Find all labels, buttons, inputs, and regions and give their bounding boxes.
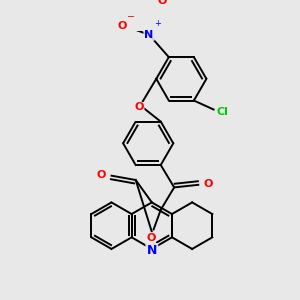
- Text: −: −: [127, 12, 135, 22]
- Text: N: N: [145, 30, 154, 40]
- Text: O: O: [146, 232, 156, 242]
- Text: O: O: [158, 0, 167, 6]
- Text: O: O: [97, 169, 106, 180]
- Text: N: N: [147, 244, 157, 257]
- Text: +: +: [154, 20, 161, 28]
- Text: O: O: [118, 21, 127, 31]
- Text: O: O: [135, 103, 144, 112]
- Text: O: O: [203, 179, 213, 189]
- Text: Cl: Cl: [217, 107, 229, 117]
